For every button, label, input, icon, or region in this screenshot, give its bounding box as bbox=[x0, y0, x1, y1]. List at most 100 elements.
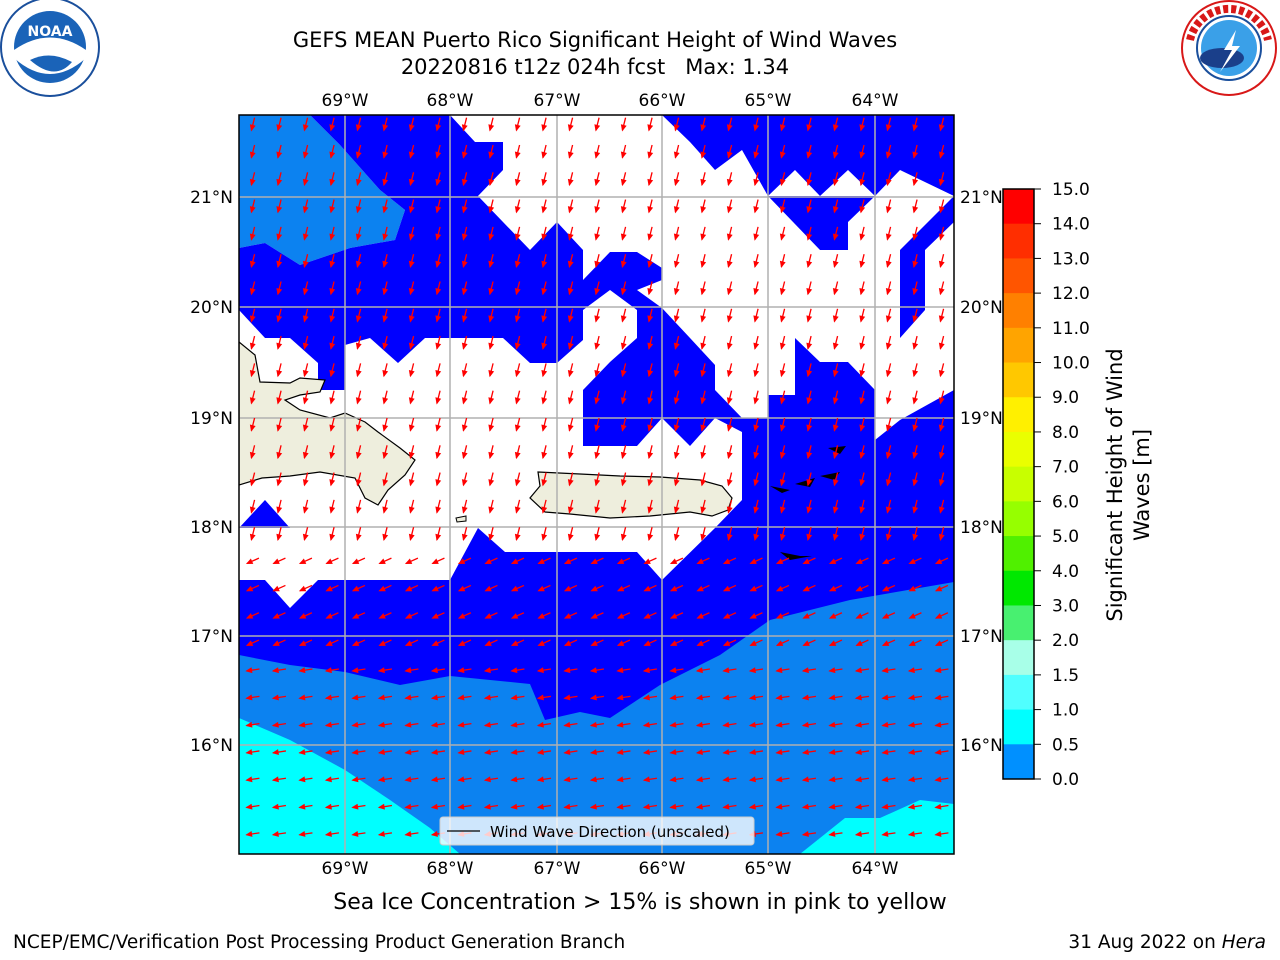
wind-arrow-head bbox=[828, 667, 836, 674]
wind-arrow-head bbox=[620, 397, 627, 405]
wind-arrow-head bbox=[461, 233, 468, 241]
wind-arrow-head bbox=[859, 288, 866, 296]
wind-arrow-head bbox=[382, 178, 389, 187]
wind-arrow-head bbox=[355, 342, 362, 350]
wind-arrow-head bbox=[514, 260, 521, 269]
wind-arrow-head bbox=[567, 315, 574, 323]
wind-arrow-head bbox=[329, 178, 336, 187]
wind-arrow-head bbox=[779, 451, 786, 460]
wind-arrow-head bbox=[355, 124, 362, 132]
wind-arrow-head bbox=[355, 533, 362, 542]
wind-arrow-head bbox=[616, 776, 624, 783]
wind-arrow-head bbox=[885, 288, 892, 296]
wind-arrow-head bbox=[435, 451, 442, 460]
wind-arrow-head bbox=[272, 640, 280, 646]
wind-arrow-head bbox=[382, 206, 389, 214]
wind-arrow-head bbox=[249, 233, 256, 241]
wind-arrow-head bbox=[775, 721, 783, 728]
wind-arrow-head bbox=[806, 206, 813, 214]
wind-arrow-head bbox=[594, 124, 601, 132]
wind-arrow-head bbox=[859, 151, 866, 159]
wind-arrow-head bbox=[457, 613, 466, 619]
wind-arrow-head bbox=[620, 451, 627, 460]
wind-arrow-head bbox=[832, 533, 839, 542]
colorbar-frame bbox=[1002, 188, 1035, 780]
wind-arrow-head bbox=[510, 558, 519, 564]
colorbar-segment bbox=[1003, 466, 1034, 502]
wind-arrow-head bbox=[912, 479, 919, 487]
wind-arrow-head bbox=[907, 749, 915, 755]
colorbar-segment bbox=[1003, 674, 1034, 711]
wind-arrow-head bbox=[669, 558, 678, 564]
colorbar-tick-label: 1.5 bbox=[1052, 666, 1079, 686]
wind-arrow-head bbox=[912, 315, 919, 323]
wind-arrow-head bbox=[912, 124, 919, 132]
wind-arrow-head bbox=[567, 178, 574, 187]
wind-arrow-head bbox=[643, 558, 651, 564]
wind-arrow-head bbox=[722, 558, 731, 564]
wind-arrow-head bbox=[404, 667, 412, 674]
wind-arrow-head bbox=[912, 233, 919, 241]
wind-arrow-head bbox=[351, 667, 359, 674]
wind-arrow-head bbox=[382, 342, 389, 350]
wind-arrow-head bbox=[329, 260, 336, 269]
wind-arrow-head bbox=[514, 206, 521, 214]
wind-arrow-head bbox=[828, 558, 837, 564]
lat-label: 19°N bbox=[190, 409, 233, 429]
wind-arrow-head bbox=[537, 613, 545, 619]
wind-arrow-head bbox=[642, 776, 650, 783]
wind-arrow-head bbox=[488, 506, 495, 514]
wind-arrow-head bbox=[488, 342, 495, 350]
wind-arrow-head bbox=[457, 749, 465, 755]
wind-arrow-head bbox=[382, 506, 389, 514]
wind-arrow-head bbox=[276, 151, 283, 159]
wind-arrow-head bbox=[302, 124, 309, 132]
wind-arrow-head bbox=[854, 667, 862, 674]
wind-arrow-head bbox=[806, 342, 813, 350]
wind-arrow-head bbox=[907, 721, 915, 728]
wind-arrow-head bbox=[589, 667, 597, 674]
wind-arrow-head bbox=[329, 369, 336, 378]
wind-arrow-head bbox=[435, 424, 442, 432]
wind-arrow-head bbox=[276, 424, 283, 432]
wind-arrow-head bbox=[806, 424, 813, 432]
wind-arrow-head bbox=[355, 206, 362, 214]
sea-ice-note-text: Sea Ice Concentration > 15% is shown in … bbox=[333, 890, 947, 915]
wind-arrow-head bbox=[484, 558, 492, 564]
wind-arrow-head bbox=[302, 424, 309, 432]
wind-arrow-head bbox=[647, 424, 654, 432]
colorbar-segment bbox=[1003, 570, 1034, 606]
wind-arrow-head bbox=[779, 206, 786, 214]
wind-arrow-head bbox=[859, 397, 866, 405]
wind-arrow-head bbox=[563, 749, 571, 755]
wind-arrow-head bbox=[722, 613, 731, 619]
wind-arrow-head bbox=[488, 315, 495, 323]
wind-arrow-head bbox=[912, 533, 919, 542]
wind-arrow-head bbox=[377, 803, 385, 810]
colorbar-segment bbox=[1003, 536, 1034, 572]
colorbar-ticks: 15.0 14.0 13.0 12.0 11.0 10.0 9.0 8.0 7.0 6.0 5.0 4… bbox=[1034, 180, 1090, 790]
colorbar-tick-label: 1.0 bbox=[1052, 701, 1079, 721]
lon-label: 69°W bbox=[322, 859, 369, 879]
wind-arrow-head bbox=[832, 369, 839, 378]
wind-arrow-head bbox=[408, 233, 415, 241]
lon-labels-top: 69°W 68°W 67°W 66°W 65°W 64°W bbox=[322, 91, 899, 111]
wind-arrow-head bbox=[378, 585, 386, 592]
wind-arrow-head bbox=[488, 178, 495, 187]
wind-arrow-head bbox=[673, 342, 680, 350]
wind-arrow-head bbox=[912, 369, 919, 378]
wind-arrow-head bbox=[912, 451, 919, 460]
wind-arrow-head bbox=[673, 260, 680, 269]
wind-arrow-head bbox=[802, 585, 810, 592]
lat-label: 16°N bbox=[960, 736, 1003, 756]
wind-arrow-head bbox=[832, 506, 839, 514]
wind-arrow-head bbox=[514, 315, 521, 323]
wind-arrow-head bbox=[912, 178, 919, 187]
wind-arrow-head bbox=[510, 749, 518, 755]
wind-arrow-head bbox=[302, 506, 309, 514]
wind-arrow-head bbox=[855, 585, 863, 592]
wind-arrow-head bbox=[325, 613, 333, 619]
wind-arrow-head bbox=[779, 369, 786, 378]
wind-arrow-head bbox=[276, 124, 283, 132]
